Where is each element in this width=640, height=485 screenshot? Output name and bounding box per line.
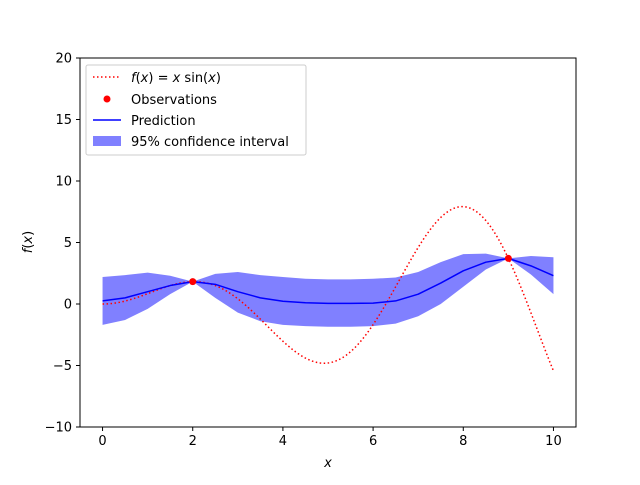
true-function-line bbox=[102, 205, 555, 372]
x-tick-label: 0 bbox=[98, 434, 106, 449]
observation-point bbox=[189, 278, 197, 286]
y-tick-label: 10 bbox=[55, 175, 72, 190]
legend-truth-end: ) bbox=[216, 71, 221, 86]
y-tick-label: −10 bbox=[45, 421, 72, 436]
y-axis-label: f(x) bbox=[21, 231, 36, 253]
legend-truth-var3: x bbox=[207, 71, 216, 86]
y-tick-label: 15 bbox=[55, 113, 72, 128]
x-tick-label: 4 bbox=[279, 434, 287, 449]
legend-label-confidence-interval: 95% confidence interval bbox=[131, 135, 289, 150]
y-tick-label: 5 bbox=[64, 236, 72, 251]
observation-point bbox=[504, 254, 512, 262]
legend-truth-var2: x bbox=[172, 71, 181, 86]
y-tick-label: 20 bbox=[55, 52, 72, 67]
legend-box bbox=[85, 64, 307, 156]
y-axis-label-var: x bbox=[21, 236, 36, 245]
plot-area bbox=[102, 205, 555, 372]
legend-truth-var: x bbox=[140, 71, 149, 86]
legend-truth-open: ( bbox=[136, 71, 141, 86]
legend-swatch-observations bbox=[103, 95, 111, 103]
legend-truth-mid: ) = bbox=[148, 71, 172, 86]
legend-swatch-confidence-interval bbox=[93, 136, 121, 146]
axis-ticks: 0 2 4 6 8 10 −10 −5 0 5 10 15 20 bbox=[45, 52, 562, 450]
y-tick-label: −5 bbox=[53, 359, 72, 374]
y-axis-label-paren: ( bbox=[21, 244, 36, 249]
x-tick-label: 2 bbox=[189, 434, 197, 449]
y-tick-label: 0 bbox=[64, 298, 72, 313]
x-axis-label: x bbox=[323, 456, 332, 471]
x-tick-label: 10 bbox=[545, 434, 562, 449]
legend-truth-fn: f bbox=[131, 71, 138, 86]
legend: f(x) = x sin(x) Observations Prediction … bbox=[85, 64, 307, 156]
x-tick-label: 6 bbox=[369, 434, 377, 449]
y-axis-label-fn: f bbox=[21, 246, 36, 253]
y-axis-label-paren-close: ) bbox=[21, 231, 36, 236]
legend-truth-fnname: sin( bbox=[180, 71, 208, 86]
confidence-interval-band bbox=[102, 253, 554, 327]
legend-label-prediction: Prediction bbox=[131, 114, 196, 129]
prediction-line bbox=[102, 257, 554, 305]
legend-label-truth: f(x) = x sin(x) bbox=[131, 71, 221, 86]
legend-label-observations: Observations bbox=[131, 93, 217, 108]
x-tick-label: 8 bbox=[459, 434, 467, 449]
